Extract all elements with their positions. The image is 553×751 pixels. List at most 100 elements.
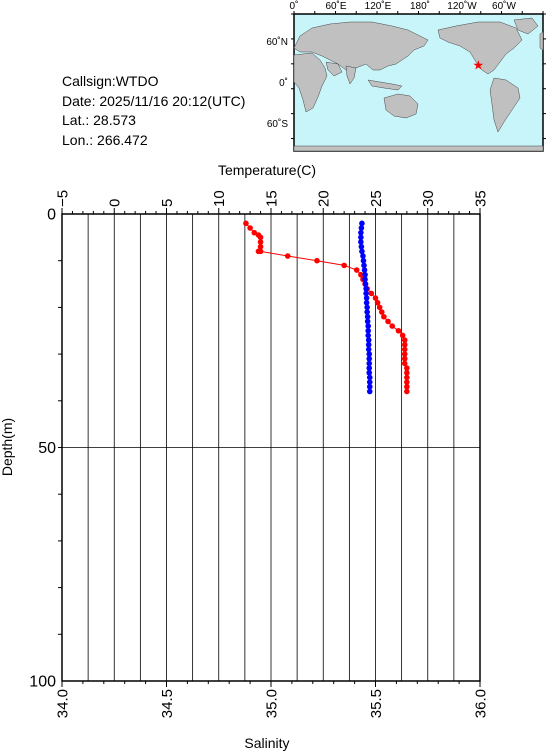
salinity-data-point	[341, 262, 347, 269]
salinity-data-point	[372, 295, 379, 301]
salinity-data-point	[404, 369, 410, 376]
salinity-series	[243, 220, 410, 395]
eurasia-landmass	[293, 21, 429, 71]
salinity-tick-label: 34.5	[159, 689, 176, 718]
chart-gridlines	[58, 208, 481, 687]
depth-tick-label: 100	[29, 674, 56, 691]
temperature-data-point	[362, 281, 369, 287]
temperature-series-line	[360, 223, 371, 392]
map-lat-label-60n: 60˚N	[266, 36, 288, 48]
salinity-data-point	[255, 248, 262, 255]
star-icon: ★	[472, 58, 484, 73]
temperature-data-point	[364, 304, 370, 311]
salinity-tick-label: 34.0	[54, 689, 71, 718]
salinity-data-point	[257, 234, 264, 241]
salinity-data-point	[360, 276, 366, 283]
temperature-tick-label: 30	[420, 190, 437, 207]
temperature-data-point	[362, 271, 368, 278]
temperature-data-point	[359, 248, 365, 255]
longitude-text: Lon.: 266.472	[62, 131, 148, 148]
salinity-data-point	[395, 327, 402, 334]
salinity-data-point	[404, 365, 410, 371]
europe-edge-landmass	[539, 31, 544, 51]
map-lon-label-60e: 60˚E	[325, 0, 346, 12]
map-lat-label-0: 0˚	[279, 77, 288, 89]
temperature-data-point	[363, 295, 370, 301]
temperature-data-point	[363, 285, 369, 292]
map-frame-ticks	[291, 11, 546, 140]
callsign-text: Callsign:WTDO	[62, 73, 159, 89]
salinity-data-point	[404, 388, 410, 395]
salinity-tick-labels: 34.0 34.5 35.0 35.5 36.0	[54, 689, 489, 718]
date-text: Date: 2025/11/16 20:12(UTC)	[62, 92, 246, 109]
salinity-tick-label: 35.0	[263, 689, 280, 718]
temperature-data-point	[359, 220, 365, 227]
temperature-data-point	[366, 383, 373, 390]
salinity-data-point	[404, 379, 410, 385]
africa-landmass	[293, 52, 328, 113]
temperature-series	[358, 220, 373, 395]
depth-tick-label: 50	[38, 440, 56, 457]
temperature-data-point	[363, 299, 370, 306]
salinity-data-point	[358, 271, 364, 278]
map-lat-label-60s: 60˚S	[267, 118, 288, 130]
plot-frame	[61, 213, 481, 682]
temperature-data-point	[358, 225, 365, 231]
temperature-data-point	[365, 337, 372, 343]
depth-tick-label: 0	[47, 207, 56, 224]
salinity-data-point	[378, 309, 385, 315]
salinity-data-point	[364, 285, 370, 292]
north-america-landmass	[437, 21, 523, 75]
salinity-data-point	[247, 225, 253, 231]
indonesia-landmass	[367, 79, 403, 91]
salinity-data-point	[401, 337, 408, 343]
salinity-data-point	[401, 360, 408, 367]
salinity-data-point	[257, 239, 264, 245]
salinity-data-point	[376, 304, 383, 311]
salinity-data-point	[255, 232, 262, 238]
map-left-labels: 60˚N 0˚ 60˚S	[266, 36, 288, 130]
salinity-data-point	[314, 257, 320, 264]
temperature-data-point	[365, 346, 372, 353]
depth-axis-label: Depth(m)	[0, 418, 15, 476]
temperature-tick-label: 35	[472, 190, 489, 207]
antarctica-landmass	[293, 145, 544, 152]
temperature-tick-label: 0	[107, 199, 124, 207]
temperature-data-point	[358, 243, 365, 250]
temperature-data-point	[366, 379, 373, 385]
temperature-data-point	[358, 239, 364, 245]
location-map: 0˚ 60˚E 120˚E 180˚ 120˚W 60˚W 60˚N 0˚ 60…	[266, 0, 546, 152]
temperature-data-point	[366, 355, 373, 362]
salinity-data-point	[401, 355, 408, 362]
temperature-data-point	[361, 267, 368, 273]
salinity-data-point	[374, 299, 381, 306]
salinity-data-point	[381, 313, 387, 320]
salinity-axis-label: Salinity	[244, 735, 289, 751]
chart-series	[243, 220, 410, 395]
temperature-data-point	[364, 318, 371, 325]
salinity-data-point	[389, 323, 396, 329]
salinity-data-point	[353, 267, 360, 273]
salinity-data-point	[284, 253, 291, 259]
map-lon-label-0: 0˚	[290, 0, 299, 12]
salinity-tick-label: 36.0	[472, 689, 489, 718]
salinity-data-point	[385, 318, 391, 325]
temperature-data-point	[366, 365, 373, 371]
map-top-labels: 0˚ 60˚E 120˚E 180˚ 120˚W 60˚W	[290, 0, 517, 12]
salinity-series-line	[245, 222, 408, 392]
salinity-data-point	[399, 332, 406, 339]
salinity-data-point	[257, 243, 264, 250]
temperature-data-point	[366, 388, 373, 395]
latitude-text: Lat.: 28.573	[62, 112, 136, 128]
temperature-tick-label: 25	[368, 190, 385, 207]
arabia-landmass	[325, 61, 343, 77]
temperature-data-point	[361, 262, 367, 269]
temperature-tick-label: 10	[211, 190, 228, 207]
australia-landmass	[383, 93, 419, 119]
temperature-data-point	[366, 369, 373, 376]
map-land	[293, 17, 544, 152]
temperature-tick-label: 5	[159, 199, 176, 207]
temperature-data-point	[362, 276, 368, 283]
map-lon-label-60w: 60˚W	[492, 0, 516, 12]
salinity-data-point	[401, 351, 408, 357]
